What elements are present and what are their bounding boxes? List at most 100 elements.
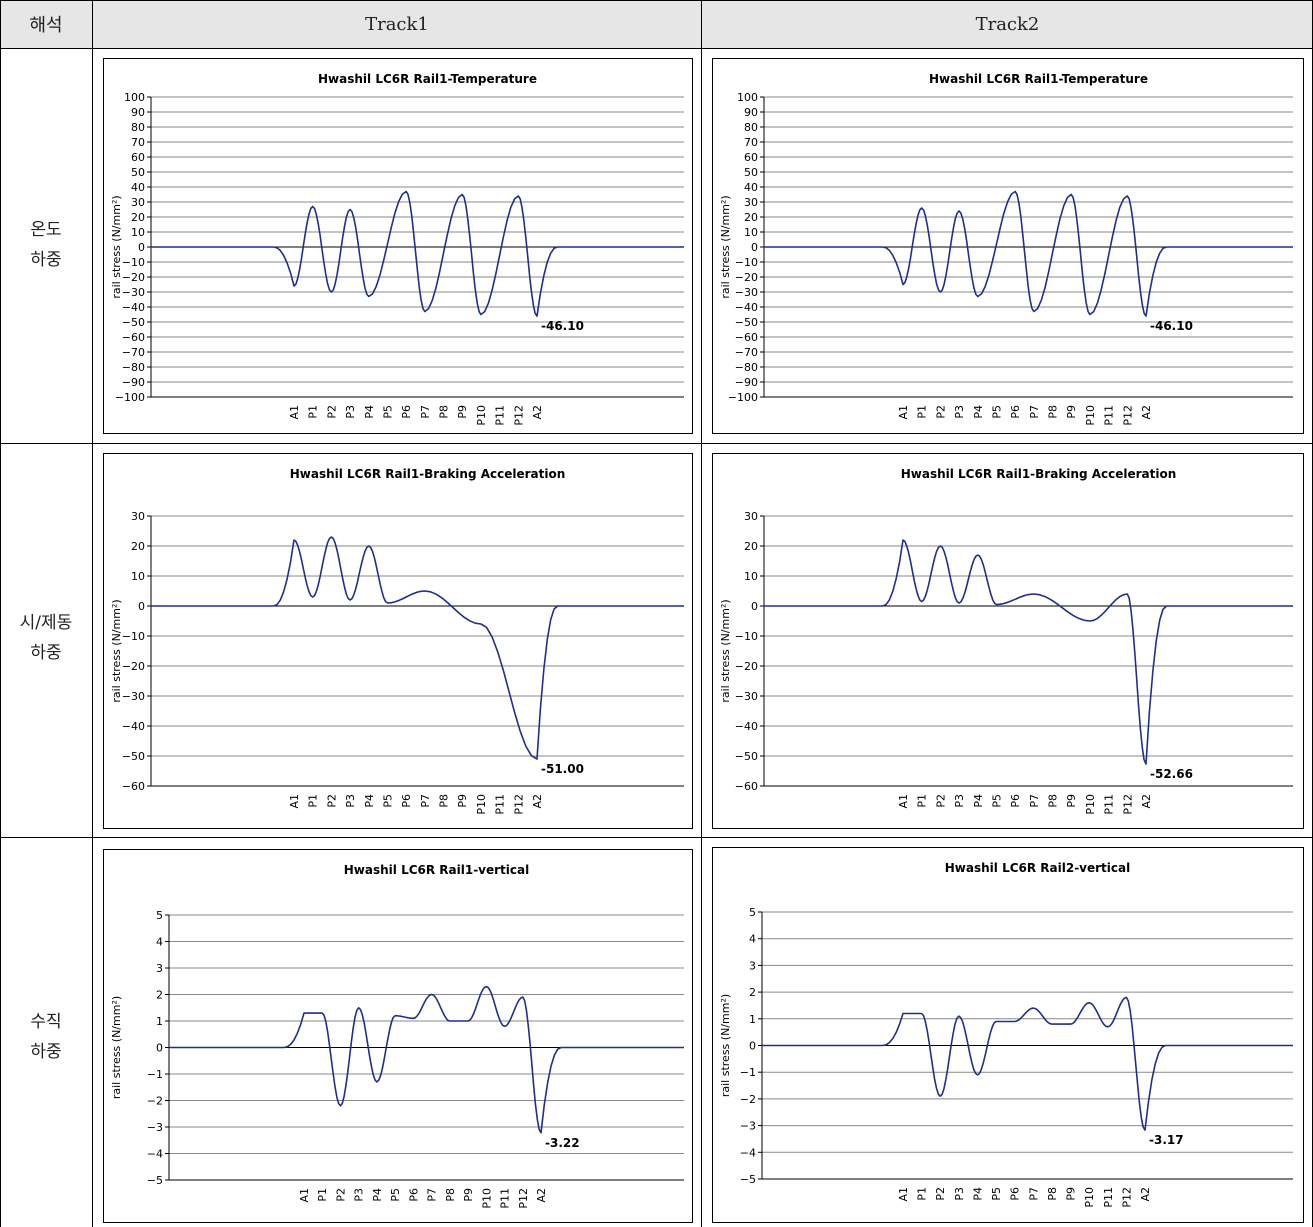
- row-label-braking: 시/제동 하중: [0, 608, 92, 668]
- y-tick-label: −50: [122, 316, 145, 329]
- x-tick-label: P7: [419, 794, 432, 808]
- x-tick-label: P6: [400, 794, 413, 808]
- y-tick-label: 100: [737, 91, 758, 104]
- series-line: [151, 190, 684, 317]
- chart-title: Hwashil LC6R Rail2-vertical: [945, 861, 1130, 875]
- x-tick-label: P4: [972, 405, 985, 419]
- y-axis-label: rail stress (N/mm²): [719, 195, 732, 298]
- x-tick-label: P4: [972, 794, 985, 808]
- x-tick-label: P6: [400, 405, 413, 419]
- row-label-line: 하중: [30, 250, 62, 270]
- y-tick-label: −20: [122, 660, 145, 673]
- table-divider: [0, 48, 1313, 49]
- x-tick-label: P3: [953, 794, 966, 808]
- x-tick-label: P2: [934, 794, 947, 808]
- y-tick-label: 4: [156, 936, 163, 949]
- x-tick-label: P9: [456, 405, 469, 419]
- header-analysis: 해석: [0, 0, 92, 48]
- y-tick-label: −30: [735, 690, 758, 703]
- x-tick-label: P3: [353, 1188, 366, 1202]
- y-tick-label: 50: [744, 166, 758, 179]
- row-label-temperature: 온도 하중: [0, 215, 92, 275]
- x-tick-label: P6: [407, 1188, 420, 1202]
- y-tick-label: −40: [122, 720, 145, 733]
- y-tick-label: −5: [147, 1174, 163, 1187]
- table-divider: [0, 443, 1313, 444]
- table-border-top: [0, 0, 1313, 1]
- y-tick-label: −30: [122, 286, 145, 299]
- chart-title: Hwashil LC6R Rail1-Braking Acceleration: [901, 467, 1177, 481]
- chart-temperature-track1: Hwashil LC6R Rail1-Temperature −100 −90 −80…: [103, 58, 693, 434]
- x-tick-label: P12: [1121, 794, 1134, 815]
- x-tick-label: A2: [1140, 405, 1153, 420]
- y-tick-label: 20: [744, 211, 758, 224]
- y-tick-label: 40: [131, 181, 145, 194]
- table-divider: [701, 0, 702, 1227]
- x-tick-label: A2: [535, 1188, 548, 1203]
- x-tick-label: P4: [371, 1188, 384, 1202]
- x-tick-label: P8: [1047, 794, 1060, 808]
- data-label: -46.10: [541, 319, 584, 333]
- x-tick-label: P12: [517, 1188, 530, 1209]
- y-tick-label: −30: [122, 690, 145, 703]
- data-label: -46.10: [1150, 319, 1193, 333]
- x-tick-label: P1: [316, 1188, 329, 1202]
- x-tick-label: A1: [298, 1188, 311, 1203]
- data-label: -51.00: [541, 762, 584, 776]
- y-tick-label: 1: [749, 1013, 756, 1026]
- y-tick-label: 100: [124, 91, 145, 104]
- y-tick-label: 40: [744, 181, 758, 194]
- y-tick-label: 0: [749, 1040, 756, 1053]
- x-tick-label: P1: [307, 794, 320, 808]
- x-tick-label: P8: [444, 1188, 457, 1202]
- x-tick-label: P9: [456, 794, 469, 808]
- x-tick-label: P7: [419, 405, 432, 419]
- x-tick-label: P12: [512, 794, 525, 815]
- y-tick-label: 90: [744, 106, 758, 119]
- y-tick-label: 30: [131, 196, 145, 209]
- row-label-line: 하중: [30, 1042, 62, 1062]
- x-tick-label: P8: [1047, 405, 1060, 419]
- x-tick-label: P11: [1103, 405, 1116, 426]
- data-label: -3.17: [1149, 1133, 1184, 1147]
- y-tick-label: 10: [131, 226, 145, 239]
- y-tick-label: −90: [735, 376, 758, 389]
- series-line: [764, 539, 1293, 765]
- y-axis-label: rail stress (N/mm²): [110, 599, 123, 702]
- chart-title: Hwashil LC6R Rail1-vertical: [344, 863, 529, 877]
- x-tick-label: P5: [381, 794, 394, 808]
- y-tick-label: 4: [749, 933, 756, 946]
- y-tick-label: 30: [744, 196, 758, 209]
- y-tick-label: −50: [735, 316, 758, 329]
- x-tick-label: P10: [1084, 794, 1097, 815]
- x-tick-label: P9: [1065, 1187, 1078, 1201]
- x-tick-label: P3: [953, 405, 966, 419]
- x-tick-label: P7: [426, 1188, 439, 1202]
- y-axis-label: rail stress (N/mm²): [110, 996, 123, 1099]
- x-tick-label: P10: [480, 1188, 493, 1209]
- x-tick-label: P10: [475, 794, 488, 815]
- y-tick-label: −20: [735, 660, 758, 673]
- y-tick-label: 70: [744, 136, 758, 149]
- chart-temperature-track2: Hwashil LC6R Rail1-Temperature −100 −90 −80…: [712, 58, 1304, 434]
- header-track2: Track2: [702, 0, 1313, 48]
- y-tick-label: 70: [131, 136, 145, 149]
- x-tick-label: P9: [1065, 794, 1078, 808]
- chart-title: Hwashil LC6R Rail1-Braking Acceleration: [290, 467, 566, 481]
- x-tick-label: P7: [1028, 405, 1041, 419]
- x-tick-label: P3: [344, 405, 357, 419]
- y-tick-label: 3: [749, 959, 756, 972]
- series-line: [151, 536, 684, 760]
- x-tick-label: P1: [916, 794, 929, 808]
- y-tick-label: −80: [735, 361, 758, 374]
- y-axis-label: rail stress (N/mm²): [110, 195, 123, 298]
- x-tick-label: A2: [531, 794, 544, 809]
- x-tick-label: P12: [1121, 405, 1134, 426]
- x-tick-label: P2: [334, 1188, 347, 1202]
- x-tick-label: P2: [325, 794, 338, 808]
- chart-braking-track2: Hwashil LC6R Rail1-Braking Acceleration −…: [712, 453, 1304, 829]
- y-axis-label: rail stress (N/mm²): [719, 994, 732, 1097]
- y-tick-label: −100: [728, 391, 758, 404]
- y-tick-label: 10: [131, 570, 145, 583]
